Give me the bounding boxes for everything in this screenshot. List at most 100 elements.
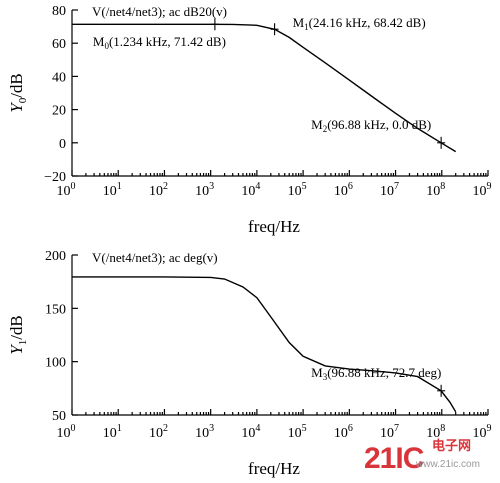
x-tick-label: 106 bbox=[334, 423, 353, 441]
y-axis-label-unit: /dB bbox=[7, 73, 26, 98]
x-tick-base: 10 bbox=[103, 184, 117, 199]
x-tick-base: 10 bbox=[241, 426, 255, 441]
x-tick-exponent: 8 bbox=[440, 423, 445, 434]
x-tick-exponent: 2 bbox=[163, 181, 168, 192]
x-tick-exponent: 1 bbox=[117, 423, 122, 434]
watermark-logo: 21IC 电子网 www.21ic.com bbox=[364, 438, 480, 475]
x-tick-label: 103 bbox=[195, 423, 214, 441]
marker-label: M0(1.234 kHz, 71.42 dB) bbox=[93, 34, 226, 51]
x-tick-label: 107 bbox=[380, 423, 399, 441]
x-tick-base: 10 bbox=[334, 426, 348, 441]
y-tick-label: 80 bbox=[52, 4, 66, 19]
x-tick-base: 10 bbox=[473, 184, 487, 199]
y-tick-label: 200 bbox=[45, 249, 66, 264]
marker-name: M bbox=[311, 117, 323, 132]
y-tick-label: 40 bbox=[52, 70, 66, 85]
y-axis-label-unit: /dB bbox=[7, 315, 26, 340]
x-tick-base: 10 bbox=[241, 184, 255, 199]
x-tick-label: 100 bbox=[57, 181, 76, 199]
x-tick-exponent: 4 bbox=[255, 423, 260, 434]
x-tick-exponent: 0 bbox=[71, 181, 76, 192]
marker-sub: 2 bbox=[323, 124, 328, 134]
x-tick-exponent: 5 bbox=[302, 423, 307, 434]
x-axis-label: freq/Hz bbox=[248, 459, 300, 478]
magnitude-chart: 100 101 102 103 104 105 106 107 108 109−200204060… bbox=[7, 4, 492, 236]
y-axis-label-main: Y bbox=[7, 344, 26, 355]
y-axis-label: Y0/dB bbox=[7, 73, 29, 113]
y-axis-label-main: Y bbox=[7, 102, 26, 113]
y-tick-label: 50 bbox=[52, 409, 66, 424]
x-tick-label: 107 bbox=[380, 181, 399, 199]
y-axis-label-sub: 1 bbox=[17, 340, 29, 346]
x-tick-base: 10 bbox=[288, 426, 302, 441]
x-tick-label: 104 bbox=[241, 181, 260, 199]
x-tick-label: 105 bbox=[288, 181, 307, 199]
x-tick-base: 10 bbox=[195, 426, 209, 441]
x-tick-base: 10 bbox=[380, 426, 394, 441]
marker-label: M3(96.88 kHz, 72.7 deg) bbox=[311, 365, 441, 382]
x-tick-label: 104 bbox=[241, 423, 260, 441]
y-tick-label: 100 bbox=[45, 356, 66, 371]
x-tick-base: 10 bbox=[149, 184, 163, 199]
x-tick-label: 108 bbox=[426, 423, 445, 441]
x-tick-exponent: 0 bbox=[71, 423, 76, 434]
x-tick-exponent: 6 bbox=[348, 423, 353, 434]
x-axis-label: freq/Hz bbox=[248, 217, 300, 236]
marker-value: (1.234 kHz, 71.42 dB) bbox=[109, 34, 226, 49]
marker-name: M bbox=[311, 365, 323, 380]
x-tick-exponent: 4 bbox=[255, 181, 260, 192]
x-tick-exponent: 6 bbox=[348, 181, 353, 192]
x-tick-exponent: 2 bbox=[163, 423, 168, 434]
x-tick-exponent: 3 bbox=[209, 423, 214, 434]
marker-name: M bbox=[293, 15, 305, 30]
marker-value: (96.88 kHz, 0.0 dB) bbox=[327, 117, 431, 132]
x-tick-exponent: 5 bbox=[302, 181, 307, 192]
marker-label: M1(24.16 kHz, 68.42 dB) bbox=[293, 15, 426, 32]
y-tick-label: 20 bbox=[52, 104, 66, 119]
x-tick-exponent: 3 bbox=[209, 181, 214, 192]
x-tick-label: 101 bbox=[103, 181, 122, 199]
marker-value: (96.88 kHz, 72.7 deg) bbox=[327, 365, 441, 380]
marker-sub: 3 bbox=[323, 372, 328, 382]
x-tick-label: 108 bbox=[426, 181, 445, 199]
x-tick-label: 109 bbox=[473, 423, 492, 441]
watermark-main: 21IC bbox=[364, 442, 424, 475]
marker-name: M bbox=[93, 34, 105, 49]
x-tick-label: 100 bbox=[57, 423, 76, 441]
x-tick-label: 103 bbox=[195, 181, 214, 199]
x-tick-base: 10 bbox=[149, 426, 163, 441]
chart-title: V(/net4/net3); ac dB20(v) bbox=[92, 4, 227, 19]
watermark-line1: 电子网 bbox=[432, 438, 471, 453]
x-tick-label: 101 bbox=[103, 423, 122, 441]
x-tick-base: 10 bbox=[103, 426, 117, 441]
x-tick-base: 10 bbox=[426, 426, 440, 441]
y-axis-label-sub: 0 bbox=[17, 97, 29, 103]
marker-sub: 1 bbox=[304, 22, 309, 32]
y-tick-label: 60 bbox=[52, 37, 66, 52]
x-tick-label: 109 bbox=[473, 181, 492, 199]
x-tick-base: 10 bbox=[380, 184, 394, 199]
x-tick-exponent: 8 bbox=[440, 181, 445, 192]
y-tick-label: −20 bbox=[44, 170, 66, 185]
phase-chart: 100 101 102 103 104 105 106 107 108 1095010015020… bbox=[7, 249, 492, 478]
x-tick-label: 105 bbox=[288, 423, 307, 441]
series-line bbox=[72, 23, 457, 153]
marker-sub: 0 bbox=[104, 41, 109, 51]
y-tick-label: 150 bbox=[45, 302, 66, 317]
x-tick-exponent: 7 bbox=[394, 423, 399, 434]
x-tick-exponent: 1 bbox=[117, 181, 122, 192]
x-tick-label: 102 bbox=[149, 181, 168, 199]
x-tick-base: 10 bbox=[57, 184, 71, 199]
series-line bbox=[72, 276, 457, 413]
marker-value: (24.16 kHz, 68.42 dB) bbox=[309, 15, 426, 30]
x-tick-label: 106 bbox=[334, 181, 353, 199]
x-tick-base: 10 bbox=[57, 426, 71, 441]
x-tick-base: 10 bbox=[426, 184, 440, 199]
x-tick-base: 10 bbox=[334, 184, 348, 199]
x-tick-exponent: 7 bbox=[394, 181, 399, 192]
x-tick-base: 10 bbox=[195, 184, 209, 199]
x-tick-exponent: 9 bbox=[487, 423, 492, 434]
y-axis-label: Y1/dB bbox=[7, 315, 29, 355]
x-tick-base: 10 bbox=[473, 426, 487, 441]
